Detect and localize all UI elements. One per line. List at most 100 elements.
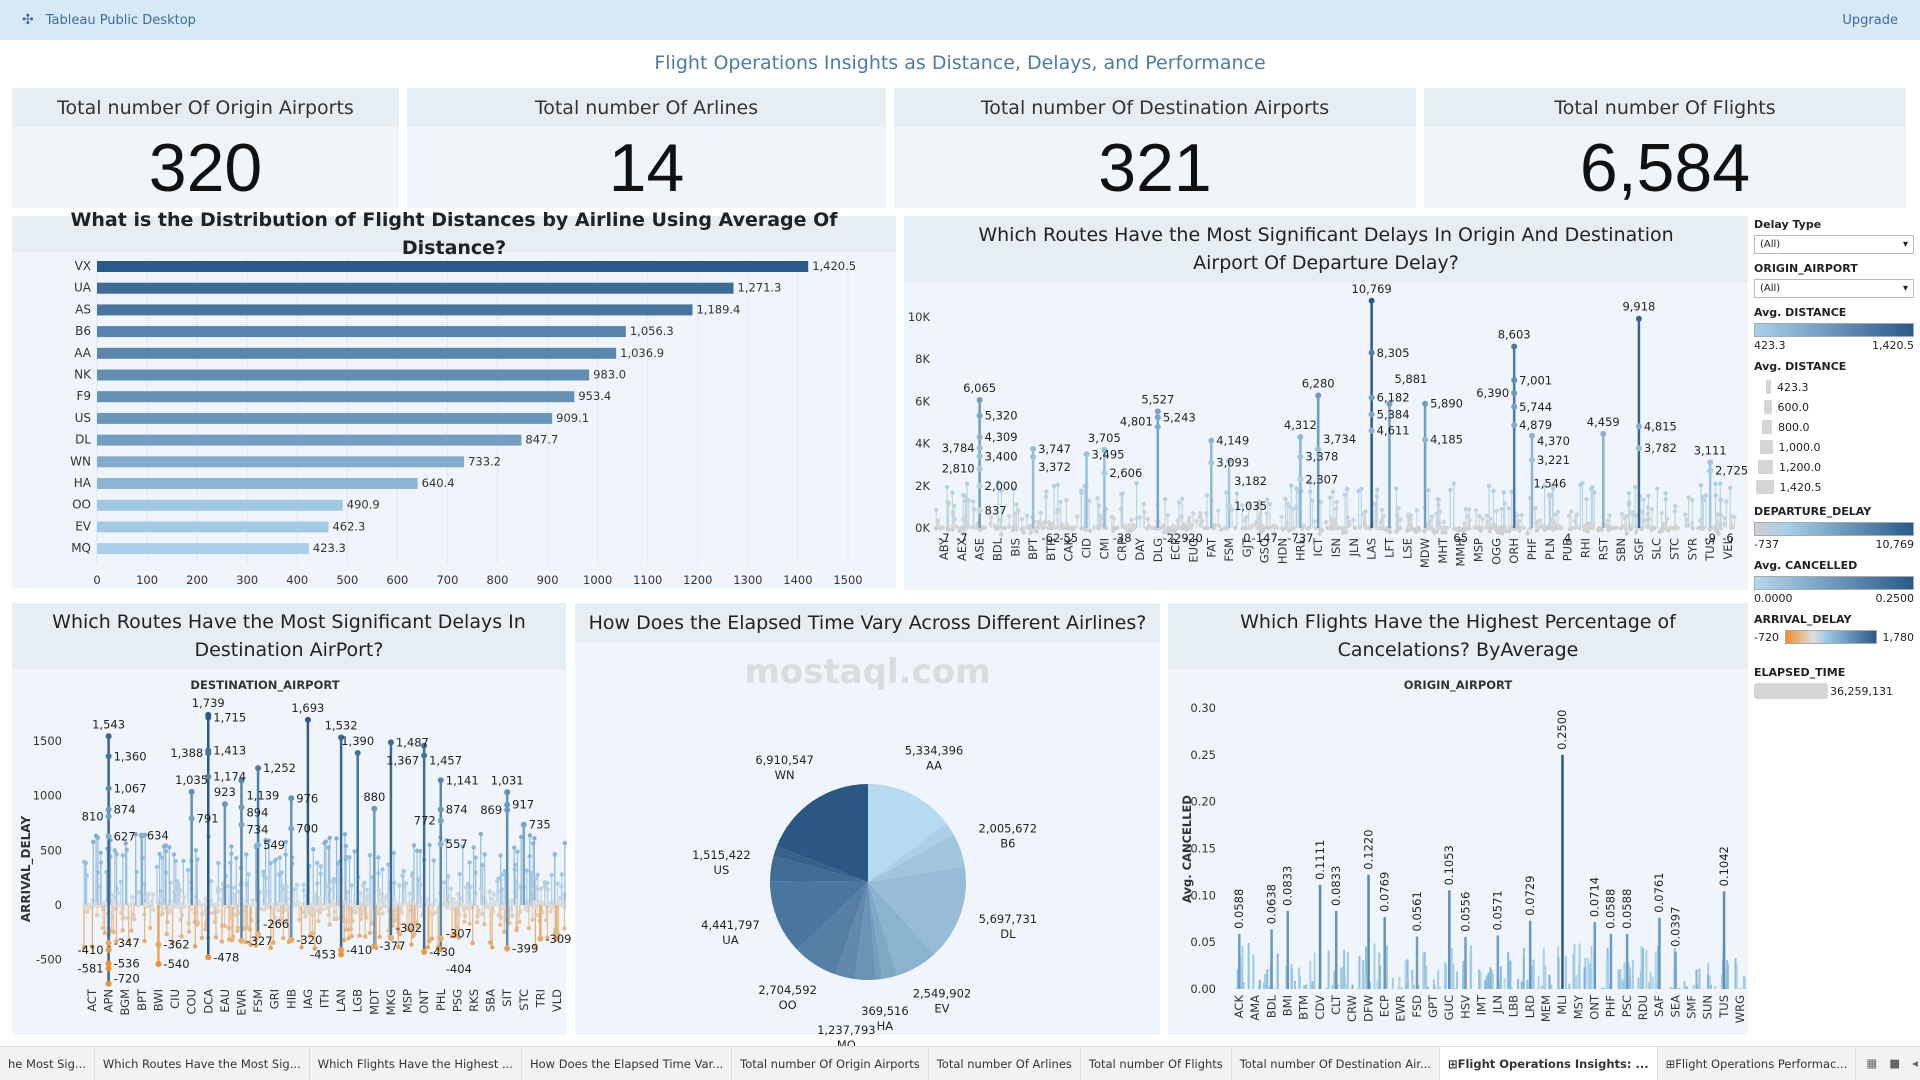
bar: [1587, 958, 1590, 989]
data-point: [1506, 506, 1511, 511]
bar-value-label: 0.0571: [1491, 890, 1505, 930]
pie-slice: [868, 866, 966, 955]
data-point: [1258, 530, 1263, 535]
x-category-label: LAN: [334, 989, 348, 1012]
departure-panel: Which Routes Have the Most Significant D…: [904, 216, 1748, 590]
labeled-bar: [1334, 910, 1338, 989]
bar: [1558, 988, 1561, 989]
low-value-label: -55: [1059, 531, 1078, 545]
labeled-point: [421, 949, 428, 956]
data-point: [944, 484, 950, 490]
data-point: [83, 860, 88, 866]
data-point: [1026, 525, 1031, 531]
labeled-bar: [1609, 933, 1613, 989]
origin-airport-filter[interactable]: (All) ▾: [1754, 279, 1914, 298]
data-point: [1519, 512, 1524, 518]
x-category-label: OGG: [1489, 538, 1503, 565]
data-point: [1319, 527, 1325, 533]
x-category-label: RHI: [1578, 538, 1592, 558]
x-category-label: ICT: [1311, 537, 1325, 556]
x-category-label: CRP: [1115, 538, 1129, 561]
sheet-tab[interactable]: ⊞ Flight Operations Performac...: [1658, 1047, 1857, 1080]
kpi-destination-airports[interactable]: Total number Of Destination Airports 321: [894, 88, 1416, 208]
data-point: [246, 872, 251, 877]
bar: [1376, 979, 1379, 989]
data-point: [478, 831, 484, 837]
data-point: [1359, 486, 1364, 492]
data-point: [84, 873, 89, 878]
sheet-tab[interactable]: How Does the Elapsed Time Var...: [522, 1047, 733, 1080]
data-point: [1487, 529, 1493, 534]
data-point: [527, 854, 532, 859]
data-label: 880: [363, 790, 385, 804]
data-point: [268, 945, 273, 951]
sheet-tab[interactable]: Total number Of Arlines: [929, 1047, 1081, 1080]
labeled-point: [1600, 430, 1607, 437]
bar-category-label: EV: [75, 519, 92, 533]
slice-value-label: 2,005,672: [979, 822, 1038, 836]
data-point: [482, 852, 487, 857]
data-point: [950, 490, 955, 495]
data-point: [1092, 525, 1097, 530]
kpi-airlines[interactable]: Total number Of Arlines 14: [407, 88, 886, 208]
data-label: 5,890: [1430, 397, 1463, 411]
data-point: [189, 907, 194, 912]
labeled-point: [976, 453, 983, 460]
distance-bar-chart[interactable]: VX 1,420.5 UA 1,271.3 AS 1,189.4 B6 1,056.3 AA 1,…: [12, 252, 896, 588]
sheet-tab[interactable]: ⊞ Flight Operations Insights: ...: [1439, 1047, 1658, 1080]
data-point: [1162, 497, 1168, 502]
data-label: -320: [296, 933, 322, 947]
bar: [1362, 960, 1365, 989]
x-category-label: CID: [1080, 538, 1094, 558]
bar: [1309, 961, 1312, 989]
x-tick-label: 0: [93, 573, 100, 587]
departure-delay-chart[interactable]: 0K 2K 4K 6K 8K 10K ABY AEX ASE BDL BIS BPT BTR CAK CID…: [904, 282, 1748, 590]
data-point: [165, 920, 170, 925]
data-point: [285, 896, 290, 902]
sheet-tab[interactable]: Which Flights Have the Highest ...: [310, 1047, 522, 1080]
data-point: [465, 906, 470, 912]
kpi-origin-airports[interactable]: Total number Of Origin Airports 320: [12, 88, 399, 208]
bar: [1303, 985, 1306, 989]
data-point: [1343, 529, 1349, 535]
data-point: [208, 878, 214, 884]
delay-type-filter[interactable]: (All) ▾: [1754, 235, 1914, 254]
upgrade-link[interactable]: Upgrade: [1842, 12, 1898, 28]
data-point: [1188, 525, 1194, 531]
data-label: 1,546: [1533, 476, 1566, 490]
grid-view-icon[interactable]: ▦: [1866, 1056, 1878, 1070]
bar: [1358, 955, 1361, 989]
sheet-tab[interactable]: Total number Of Origin Airports: [732, 1047, 929, 1080]
sheet-tab[interactable]: Total number Of Flights: [1081, 1047, 1232, 1080]
data-point: [330, 899, 335, 904]
prev-sheet-icon[interactable]: ◂: [1912, 1056, 1918, 1070]
data-point: [1434, 529, 1440, 534]
sheet-tab[interactable]: he Most Sig...: [0, 1047, 95, 1080]
data-point: [109, 910, 114, 916]
labeled-point: [520, 821, 527, 828]
data-point: [934, 507, 939, 512]
bar-value-label: 909.1: [556, 411, 589, 425]
bar-value-label: 0.0769: [1377, 872, 1391, 912]
labeled-point: [1707, 459, 1714, 466]
labeled-point: [205, 750, 212, 757]
sheet-tab[interactable]: Total number Of Destination Air...: [1232, 1047, 1440, 1080]
data-point: [1342, 492, 1348, 497]
data-point: [1098, 517, 1104, 522]
cancel-bar-chart[interactable]: 0.00 0.05 0.10 0.15 0.20 0.25 0.30 ORIGIN_AIRPO…: [1168, 669, 1748, 1035]
arrival-delay-chart[interactable]: -500 0 500 1000 1500 ACT APN BGM BPT BWI CIU COU DCA…: [12, 669, 572, 1035]
slice-name-label: HA: [877, 1019, 894, 1033]
x-category-label: LGB: [351, 989, 365, 1012]
data-point: [334, 836, 339, 841]
sheet-tab[interactable]: Which Routes Have the Most Sig...: [95, 1047, 310, 1080]
bar: [97, 478, 418, 489]
bar: [1439, 987, 1442, 989]
data-point: [117, 890, 123, 896]
bar: [1605, 958, 1608, 989]
filmstrip-view-icon[interactable]: ■: [1889, 1056, 1901, 1070]
bar: [1710, 984, 1713, 989]
bar: [1685, 986, 1688, 989]
kpi-flights[interactable]: Total number Of Flights 6,584: [1424, 88, 1906, 208]
data-point: [1496, 529, 1501, 535]
